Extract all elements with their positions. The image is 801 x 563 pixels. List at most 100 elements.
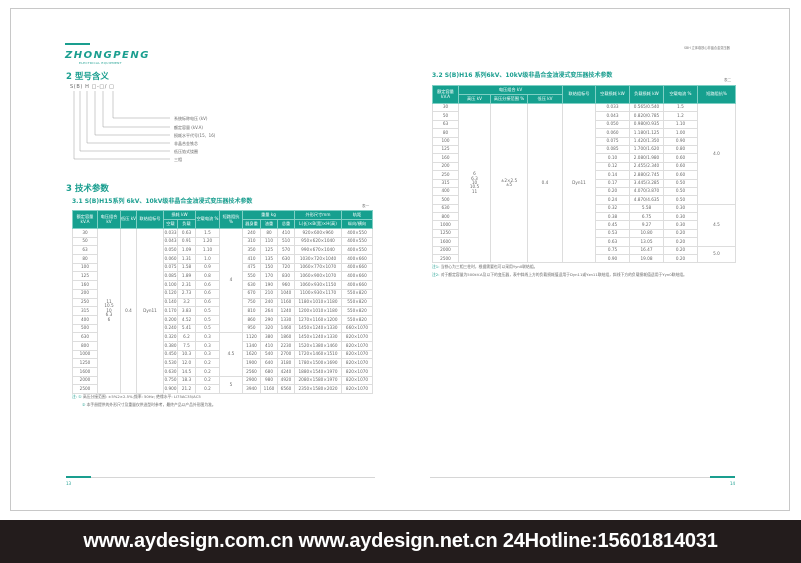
cell-value: 410 [242, 254, 261, 264]
cell-value: 1.10 [663, 119, 698, 130]
cell-capacity: 1000 [432, 220, 459, 230]
column-header: 损耗 kW [163, 210, 196, 220]
cell-conn: Dyn11 [562, 102, 596, 264]
cell-value: 0.30 [663, 212, 698, 222]
column-subheader: 总重 [277, 219, 295, 229]
cell-value: 960 [277, 280, 295, 290]
cell-capacity: 50 [432, 111, 459, 121]
cell-capacity: 63 [432, 119, 459, 130]
cell-value: 920×600×960 [294, 228, 342, 238]
cell-value: 4.870/4.635 [629, 195, 664, 205]
cell-value: 1340 [242, 340, 261, 351]
table-row: 63 0.050 0.980/0.935 1.10 [432, 119, 736, 130]
cell-value: 820×1070 [341, 367, 373, 377]
cell-value: 3.83 [177, 306, 196, 316]
cell-value: 80 [260, 228, 278, 238]
column-subheader: 负载 [177, 219, 196, 229]
cell-value: 1.58 [177, 262, 196, 273]
cell-value: 2700 [277, 349, 295, 360]
cell-value: 0.20 [663, 228, 698, 239]
cell-value: 14.5 [177, 367, 196, 377]
cell-value: 820×1070 [341, 384, 373, 395]
cell-value: 475 [242, 262, 261, 273]
cell-value: 550×820 [341, 306, 373, 316]
cell-capacity: 125 [432, 144, 459, 155]
cell-value: 0.170 [163, 306, 178, 316]
column-header: 短路阻抗 % [219, 210, 243, 229]
cell-value: 1.31 [177, 254, 196, 264]
note-label: ② [82, 402, 86, 407]
cell-impedance: 4.5 [697, 203, 736, 247]
brand-logo-subtitle: ELECTRICAL EQUIPMENT [79, 61, 122, 65]
column-header: 低压 kV [120, 210, 137, 229]
cell-capacity: 2500 [72, 384, 98, 395]
cell-value: 0.24 [595, 195, 630, 205]
cell-value: 0.3 [195, 340, 220, 351]
cell-value: 0.20 [663, 245, 698, 256]
cell-value: 1.2 [663, 111, 698, 121]
cell-value: 0.050 [163, 245, 178, 256]
cell-value: 4.52 [177, 314, 196, 325]
cell-value: 1780×1500×1690 [294, 358, 342, 368]
cell-value: 6.75 [629, 212, 664, 222]
cell-value: 550×820 [341, 314, 373, 325]
cell-value: 820×1070 [341, 375, 373, 386]
cell-value: 1520×1380×1460 [294, 340, 342, 351]
cell-value: 0.5 [195, 306, 220, 316]
cell-value: 0.6 [195, 280, 220, 290]
model-label: 损耗水平代号(15、16) [174, 132, 216, 138]
cell-value: 6560 [277, 384, 295, 395]
table-header-row: 额定容量 kV.A 电压组合 kV 低压 kV 联结组标号 损耗 kW 空载电流 % 短路阻… [72, 210, 373, 229]
column-header: 短路阻抗% [697, 85, 736, 104]
table-row: 63 0.050 1.09 1.10 350 125 570 990×670×1040 400×… [72, 245, 373, 256]
cell-value: 0.17 [595, 178, 630, 188]
column-subheader: 器身重 [242, 219, 261, 229]
column-subheader: 空载 [163, 219, 178, 229]
cell-capacity: 1250 [432, 228, 459, 239]
cell-value: 0.90 [663, 136, 698, 146]
note-text: 当铁心为三相三柱时，根据需要也可以采用Yyn0联结组。 [440, 264, 538, 269]
cell-value: 1040 [277, 288, 295, 299]
cell-value: 210 [260, 288, 278, 299]
table-2-title: 3.2 S(B)H16 系列6kV、10kV级非晶合金油浸式变压器技术参数 [432, 72, 613, 79]
table-row: 80 0.060 1.31 1.0 410 135 630 1030×720×1040 400×… [72, 254, 373, 264]
cell-value: 750 [242, 297, 261, 308]
cell-value: 1.420/1.350 [629, 136, 664, 146]
running-head: SBH 立体卷铁心非晶合金变压器 [684, 46, 730, 50]
cell-value: 0.50 [663, 186, 698, 197]
cell-capacity: 800 [432, 212, 459, 222]
cell-value: 1.89 [177, 271, 196, 282]
table-row: 30 6 6.3 10 10.5 11 ±2×2.5 ±5 0.4 Dyn11 0.033… [432, 102, 736, 264]
footer-accent-bar [66, 476, 91, 478]
cell-value: 1.10 [195, 245, 220, 256]
cell-value: 2350×1580×2020 [294, 384, 342, 395]
cell-value: 1720×1460×1510 [294, 349, 342, 360]
cell-value: 12.0 [177, 358, 196, 368]
column-header: 外形尺寸mm [294, 210, 342, 220]
cell-value: 0.565/0.540 [629, 102, 664, 113]
cell-value: 980 [260, 375, 278, 386]
page-number: 14 [730, 481, 736, 486]
cell-value: 0.2 [195, 384, 220, 395]
cell-capacity: 63 [72, 245, 98, 256]
cell-value: 2.880/2.745 [629, 170, 664, 180]
cell-value: 1160 [260, 384, 278, 395]
cell-capacity: 630 [432, 203, 459, 214]
cell-value: 0.630 [163, 367, 178, 377]
cell-value: 0.50 [663, 195, 698, 205]
table-subheader-row: 空载 负载 器身重 油重 总重 L(长)×B(宽)×H(高) 纵向/横向 [73, 219, 373, 229]
model-label: 低压箔式绕圈 [174, 148, 198, 154]
model-label: 系统标称电压 (kV) [174, 115, 208, 121]
cell-value: 0.91 [177, 236, 196, 247]
cell-value: 3.445/3.285 [629, 178, 664, 188]
cell-value: 0.63 [595, 237, 630, 247]
cell-value: 0.5 [195, 314, 220, 325]
cell-value: 630 [277, 254, 295, 264]
cell-value: 0.12 [595, 161, 630, 172]
cell-value: 290 [260, 314, 278, 325]
cell-value: 0.60 [663, 153, 698, 163]
cell-value: 1880×1540×1970 [294, 367, 342, 377]
cell-value: 0.380 [163, 340, 178, 351]
model-label: 三相 [174, 156, 182, 162]
cell-value: 0.033 [163, 228, 178, 238]
